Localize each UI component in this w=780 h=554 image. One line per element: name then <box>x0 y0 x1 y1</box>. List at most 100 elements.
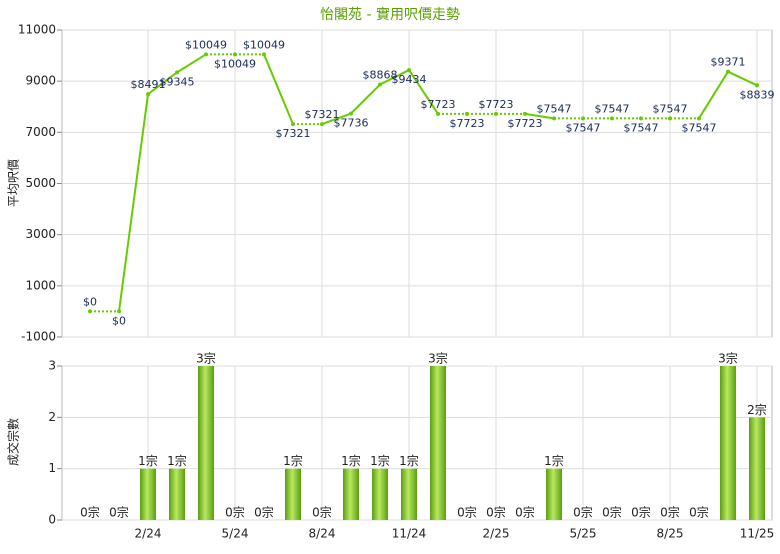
y-tick-label: 3000 <box>25 227 56 241</box>
y-tick-label: -1000 <box>21 330 56 344</box>
y-tick-label: 5000 <box>25 176 56 190</box>
value-label: $10049 <box>214 57 256 70</box>
line-segment <box>379 69 410 86</box>
y-tick-label: 1000 <box>25 278 56 292</box>
data-point <box>610 116 614 121</box>
line-segment <box>727 70 758 87</box>
value-label: 1宗 <box>341 453 361 468</box>
value-label: $7723 <box>508 117 543 130</box>
y-tick-label: 2 <box>48 410 56 424</box>
data-point <box>291 122 295 127</box>
value-label: 1宗 <box>544 453 564 468</box>
y-tick-label: 3 <box>48 359 56 373</box>
value-label: $9434 <box>392 73 427 86</box>
y-tick-label: 7000 <box>25 125 56 139</box>
value-label: $7547 <box>682 121 717 134</box>
value-label: 1宗 <box>283 453 303 468</box>
bar <box>546 468 562 520</box>
value-label: 0宗 <box>602 505 622 520</box>
x-tick-label: 5/25 <box>570 527 597 541</box>
data-point <box>523 111 527 116</box>
line-segment <box>524 112 555 120</box>
value-label: $8839 <box>740 88 775 101</box>
data-point <box>320 122 324 127</box>
data-point <box>349 111 353 116</box>
value-label: 0宗 <box>80 505 100 520</box>
value-label: 2宗 <box>747 402 767 417</box>
value-label: $7723 <box>479 98 514 111</box>
line-segment <box>321 112 352 126</box>
data-point <box>552 116 556 121</box>
data-point <box>175 70 179 75</box>
line-segment <box>118 94 149 312</box>
line-segment <box>350 83 381 115</box>
bar <box>198 366 214 520</box>
bar <box>749 417 765 520</box>
data-point <box>668 116 672 121</box>
value-label: $9345 <box>160 75 195 88</box>
data-point <box>639 116 643 121</box>
data-point <box>117 309 121 314</box>
y-tick-label: 9000 <box>25 74 56 88</box>
bar <box>169 468 185 520</box>
value-label: 0宗 <box>457 505 477 520</box>
data-point <box>88 309 92 314</box>
value-label: 0宗 <box>486 505 506 520</box>
value-label: $7547 <box>566 121 601 134</box>
data-point <box>146 92 150 97</box>
value-label: $7321 <box>276 127 311 140</box>
x-tick-label: 8/25 <box>657 527 684 541</box>
value-label: $0 <box>112 314 126 327</box>
value-label: $7547 <box>595 102 630 115</box>
value-label: $9371 <box>711 56 746 69</box>
x-tick-label: 5/24 <box>222 527 249 541</box>
value-label: $8491 <box>131 78 166 91</box>
line-segment <box>263 53 294 125</box>
line-segment <box>147 71 178 95</box>
y-tick-label: 1 <box>48 461 56 475</box>
bar <box>720 366 736 520</box>
data-point <box>436 111 440 116</box>
value-label: $7321 <box>305 108 340 121</box>
value-label: $0 <box>83 295 97 308</box>
x-tick-label: 8/24 <box>309 527 336 541</box>
value-label: $7723 <box>450 117 485 130</box>
value-label: 0宗 <box>312 505 332 520</box>
value-label: $8868 <box>363 69 398 82</box>
line-segment <box>176 53 207 74</box>
line-segment <box>698 71 729 119</box>
data-point <box>581 116 585 121</box>
value-label: 0宗 <box>631 505 651 520</box>
y-axis-label: 成交宗數 <box>6 418 21 466</box>
value-label: 0宗 <box>689 505 709 520</box>
value-label: $7547 <box>624 121 659 134</box>
value-label: 0宗 <box>660 505 680 520</box>
y-axis-label: 平均呎價 <box>7 159 21 207</box>
bar <box>343 468 359 520</box>
x-tick-label: 2/25 <box>483 527 510 541</box>
data-point <box>465 111 469 116</box>
value-label: 1宗 <box>399 453 419 468</box>
bar <box>140 468 156 520</box>
value-label: $7547 <box>653 102 688 115</box>
value-label: 3宗 <box>428 351 448 366</box>
data-point <box>378 82 382 87</box>
value-label: 1宗 <box>138 453 158 468</box>
y-tick-label: 0 <box>48 513 56 527</box>
value-label: 0宗 <box>254 505 274 520</box>
value-label: 0宗 <box>515 505 535 520</box>
value-label: 1宗 <box>370 453 390 468</box>
value-label: $10049 <box>185 38 227 51</box>
bar <box>430 366 446 520</box>
x-tick-label: 11/24 <box>392 527 427 541</box>
data-point <box>233 52 237 57</box>
data-point <box>494 111 498 116</box>
value-label: $7723 <box>421 98 456 111</box>
data-point <box>407 68 411 73</box>
y-tick-label: 11000 <box>18 23 56 37</box>
data-point <box>726 69 730 74</box>
chart-title: 怡閣苑 - 實用呎價走勢 <box>320 6 460 23</box>
value-label: $7547 <box>537 102 572 115</box>
value-label: 3宗 <box>196 351 216 366</box>
